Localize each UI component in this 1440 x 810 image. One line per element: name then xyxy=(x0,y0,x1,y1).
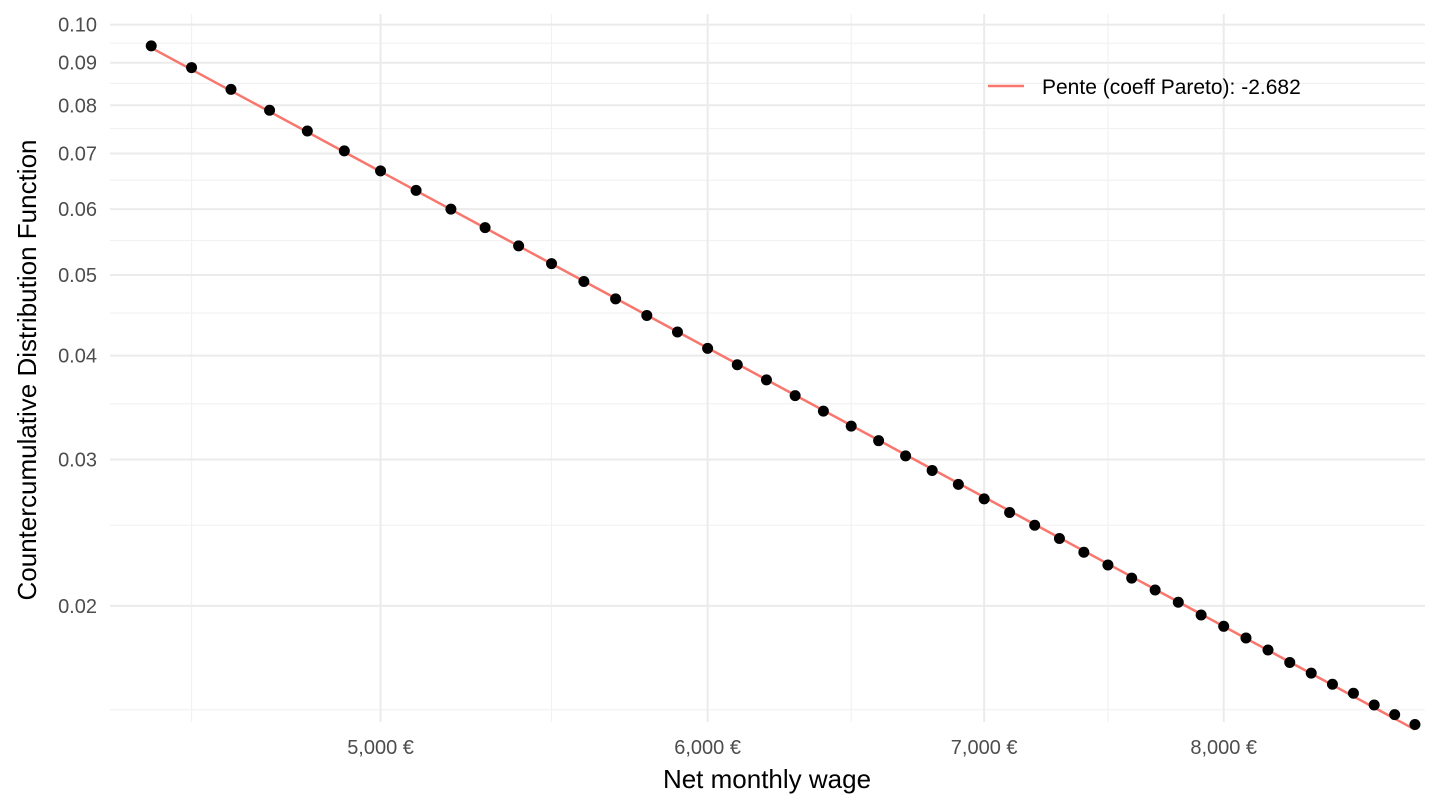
data-point xyxy=(1409,718,1421,730)
x-tick-label: 8,000 € xyxy=(1190,737,1257,759)
data-point xyxy=(817,405,829,417)
y-axis-title: Countercumulative Distribution Function xyxy=(12,140,42,601)
y-tick-label: 0.03 xyxy=(58,449,97,471)
x-tick-label: 6,000 € xyxy=(674,737,741,759)
data-point xyxy=(610,293,622,305)
data-point xyxy=(731,359,743,371)
data-point xyxy=(1149,584,1161,596)
data-point xyxy=(578,276,590,288)
data-point xyxy=(789,390,801,402)
data-point xyxy=(225,83,237,95)
minor-gridlines xyxy=(110,14,1425,722)
x-axis-title: Net monthly wage xyxy=(663,764,871,794)
data-point xyxy=(1172,596,1184,608)
data-point xyxy=(375,165,387,177)
data-point xyxy=(873,435,885,447)
data-point xyxy=(1053,533,1065,545)
data-point xyxy=(1347,687,1359,699)
data-point xyxy=(671,326,683,338)
data-point xyxy=(1004,507,1016,519)
y-axis-tick-labels: 0.02 0.03 0.04 0.05 0.06 0.07 0.08 0.09 0.10 xyxy=(58,15,97,618)
x-axis-tick-labels: 5,000 € 6,000 € 7,000 € 8,000 € xyxy=(347,737,1257,759)
y-tick-label: 0.02 xyxy=(58,596,97,618)
data-point xyxy=(479,222,491,234)
data-point xyxy=(145,40,157,52)
data-point xyxy=(338,145,350,157)
y-tick-label: 0.06 xyxy=(58,199,97,221)
data-point xyxy=(641,309,653,321)
y-tick-label: 0.10 xyxy=(58,15,97,37)
data-point xyxy=(702,342,714,354)
data-point xyxy=(1240,632,1252,644)
y-tick-label: 0.09 xyxy=(58,53,97,75)
data-point xyxy=(1126,572,1138,584)
data-point xyxy=(845,420,857,432)
scatter-points xyxy=(145,40,1421,730)
legend-label: Pente (coeff Pareto): -2.682 xyxy=(1042,76,1301,99)
data-point xyxy=(513,240,525,252)
x-tick-label: 5,000 € xyxy=(347,737,414,759)
data-point xyxy=(186,62,198,74)
data-point xyxy=(1218,620,1230,632)
data-point xyxy=(1389,709,1401,721)
data-point xyxy=(301,125,313,137)
data-point xyxy=(1029,519,1041,531)
data-point xyxy=(1102,559,1114,571)
x-tick-label: 7,000 € xyxy=(951,737,1018,759)
y-tick-label: 0.08 xyxy=(58,95,97,117)
y-tick-label: 0.05 xyxy=(58,265,97,287)
data-point xyxy=(410,184,422,196)
data-point xyxy=(1262,644,1274,656)
data-point xyxy=(445,203,457,215)
data-point xyxy=(1368,699,1380,711)
y-tick-label: 0.07 xyxy=(58,143,97,165)
data-point xyxy=(546,258,558,270)
data-point xyxy=(1284,656,1296,668)
data-point xyxy=(1078,546,1090,558)
legend: Pente (coeff Pareto): -2.682 xyxy=(988,76,1301,99)
data-point xyxy=(1305,667,1317,679)
major-gridlines xyxy=(110,14,1425,722)
data-point xyxy=(1326,678,1338,690)
data-point xyxy=(760,374,772,386)
data-point xyxy=(978,493,990,505)
data-point xyxy=(900,450,912,462)
data-point xyxy=(1195,609,1207,621)
data-point xyxy=(264,104,276,116)
data-point xyxy=(952,478,964,490)
y-tick-label: 0.04 xyxy=(58,346,97,368)
data-point xyxy=(926,464,938,476)
